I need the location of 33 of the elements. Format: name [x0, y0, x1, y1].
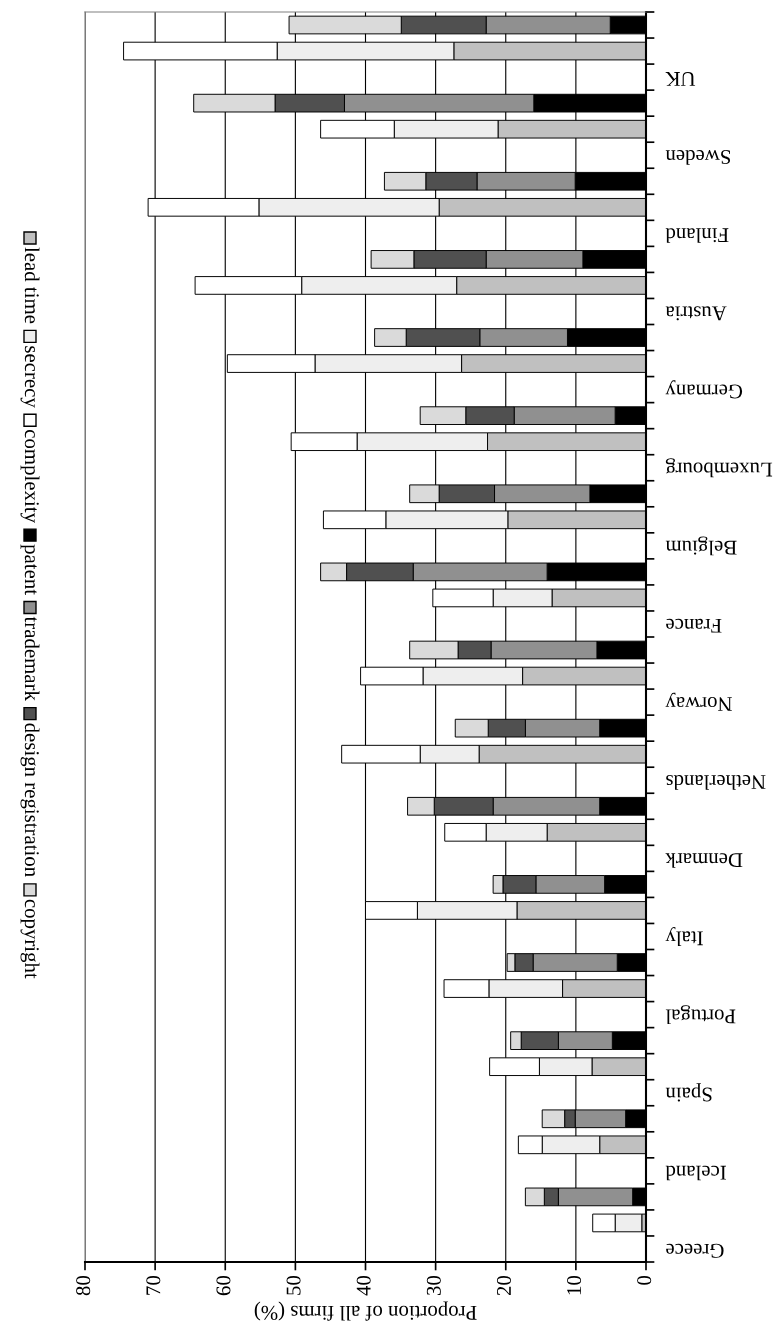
y-tick-label: Luxembourg	[665, 458, 773, 478]
y-tick-label: Iceland	[665, 1165, 726, 1181]
y-tick-label: Denmark	[665, 853, 743, 868]
y-tick-label: Greece	[666, 1243, 724, 1258]
x-axis-title: Proportion of all firms (%)	[254, 1301, 477, 1321]
x-tick-label: 40	[356, 1275, 371, 1296]
y-tick-label: Belgium	[665, 536, 737, 556]
y-tick-label: Germany	[665, 380, 743, 399]
x-tick-label: 10	[567, 1275, 582, 1295]
legend-label: design registration	[20, 723, 40, 877]
legend-label: secrecy	[20, 346, 35, 408]
legend-label: copyright	[20, 899, 40, 979]
y-tick-label: Spain	[665, 1083, 712, 1102]
y-tick-label: France	[666, 618, 722, 633]
x-tick-label: 60	[216, 1275, 231, 1296]
x-tick-label: 50	[286, 1275, 301, 1295]
y-tick-label: Sweden	[665, 150, 731, 165]
y-tick-label: Portugal	[665, 1005, 736, 1025]
legend-label: complexity	[20, 430, 40, 523]
y-tick-label: Netherlands	[666, 775, 766, 790]
x-tick-label: 80	[76, 1275, 91, 1296]
y-tick-label: Norway	[665, 692, 732, 711]
x-tick-label: 20	[496, 1275, 511, 1296]
x-tick-label: 30	[426, 1275, 441, 1296]
legend-label: patent	[20, 544, 37, 595]
x-tick-label: 70	[146, 1275, 161, 1295]
x-tick-label: 0	[637, 1275, 652, 1285]
legend-label: lead time	[24, 247, 40, 324]
y-tick-label: UK	[665, 71, 696, 86]
y-tick-label: Austria	[665, 306, 727, 321]
legend-label: trademark	[24, 616, 40, 701]
y-tick-label: Finland	[665, 228, 729, 243]
y-tick-label: Italy	[665, 927, 703, 946]
